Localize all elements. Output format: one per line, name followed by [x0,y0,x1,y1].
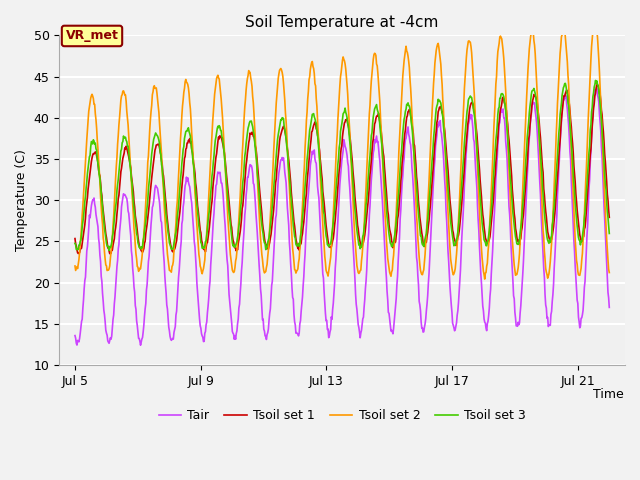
Tsoil set 3 [180,144,188,149]
Tsoil set 1 [132,222,140,228]
Line: Tsoil set 3: Tsoil set 3 [75,81,609,251]
Tair [137,342,145,348]
Line: Tsoil set 1: Tsoil set 1 [75,85,609,253]
Tair [605,304,613,310]
Tsoil set 2 [132,251,140,257]
Tsoil set 1 [394,216,401,222]
Tsoil set 3 [591,78,599,84]
Tair [132,306,140,312]
Tsoil set 1 [480,224,488,230]
Tair [480,316,488,322]
Tsoil set 2 [479,268,487,274]
Tsoil set 3 [394,201,401,207]
Tair [593,86,601,92]
Title: Soil Temperature at -4cm: Soil Temperature at -4cm [246,15,439,30]
Line: Tsoil set 2: Tsoil set 2 [75,20,609,279]
Tsoil set 2 [179,97,187,103]
Legend: Tair, Tsoil set 1, Tsoil set 2, Tsoil set 3: Tair, Tsoil set 1, Tsoil set 2, Tsoil se… [154,405,531,427]
Tsoil set 2 [591,17,598,23]
Tsoil set 3 [605,230,613,236]
Tsoil set 1 [144,215,152,221]
Tsoil set 2 [348,168,355,174]
Tsoil set 2 [481,276,488,282]
Text: VR_met: VR_met [65,29,118,42]
Tair [394,274,401,279]
Tsoil set 1 [71,236,79,241]
Tsoil set 2 [393,194,401,200]
Tsoil set 1 [348,159,356,165]
Tsoil set 3 [132,231,140,237]
Tsoil set 3 [480,237,488,242]
Tsoil set 2 [71,263,79,269]
Tsoil set 1 [594,82,602,88]
X-axis label: Time: Time [593,388,623,401]
Tsoil set 1 [180,164,188,169]
Tair [144,270,152,276]
Tair [348,229,356,235]
Y-axis label: Temperature (C): Temperature (C) [15,149,28,251]
Tsoil set 3 [71,240,79,246]
Tair [71,333,79,338]
Tsoil set 1 [605,215,613,220]
Tsoil set 1 [106,251,113,256]
Tsoil set 2 [605,270,613,276]
Tsoil set 3 [144,197,152,203]
Line: Tair: Tair [75,89,609,345]
Tair [180,199,188,205]
Tsoil set 3 [348,170,356,176]
Tsoil set 2 [143,176,151,182]
Tsoil set 3 [105,248,113,253]
